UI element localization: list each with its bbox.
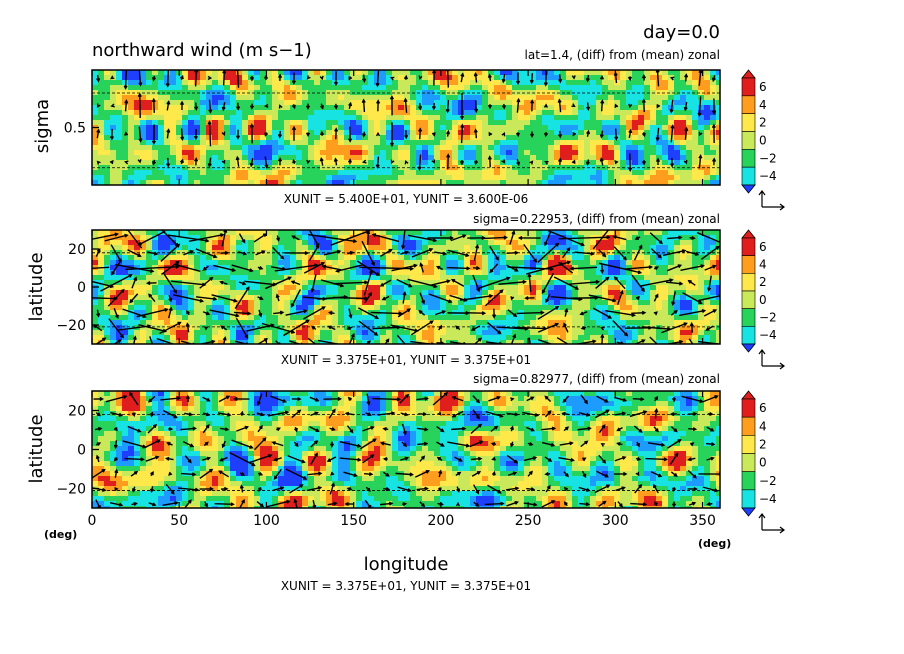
panel-middle-unit-line: XUNIT = 3.375E+01, YUNIT = 3.375E+01 — [281, 353, 531, 367]
colorbar-label: 2 — [759, 275, 767, 289]
colorbar-label: −4 — [759, 169, 777, 183]
xtick-label: 200 — [428, 513, 455, 529]
panel-top-field — [92, 70, 720, 185]
xtick-label: 300 — [602, 513, 629, 529]
colorbar-label: 6 — [759, 80, 767, 94]
colorbar-segment — [741, 435, 756, 454]
panel-middle-subtitle: sigma=0.22953, (diff) from (mean) zonal — [473, 212, 720, 226]
colorbar-segment — [741, 398, 756, 418]
colorbar-label: 4 — [759, 258, 767, 272]
panel-middle: 20 0 −20 — [56, 229, 721, 345]
panel-top-ylabel: sigma — [32, 99, 53, 153]
panel-bottom-field — [92, 391, 720, 508]
colorbar-segment — [741, 416, 756, 436]
day-label: day=0.0 — [643, 22, 720, 43]
ytick-label: −20 — [56, 318, 86, 334]
xtick-label: 250 — [515, 513, 542, 529]
ytick-label: 0.5 — [64, 121, 86, 137]
colorbar-label: −2 — [759, 151, 777, 165]
colorbar-label: −4 — [759, 492, 777, 506]
colorbar-segment — [741, 308, 756, 327]
xtick-label: 0 — [88, 513, 97, 529]
colorbar-label: 2 — [759, 116, 767, 130]
colorbar-label: 6 — [759, 240, 767, 254]
colorbar-segment — [741, 290, 756, 309]
x-axis-label: longitude — [364, 554, 449, 575]
colorbar-top-arrow — [741, 229, 756, 239]
colorbar-top-arrow — [741, 69, 756, 79]
ytick-label: 0 — [77, 280, 86, 296]
colorbar-segment — [741, 326, 756, 345]
ytick-label: 20 — [68, 242, 86, 258]
colorbar-label: −4 — [759, 328, 777, 342]
panel-bottom-ylabel: latitude — [26, 414, 47, 483]
x-unit-right: (deg) — [698, 537, 731, 550]
colorbar-segment — [741, 77, 756, 97]
vector-scale-glyph — [758, 349, 785, 370]
panel-top-subtitle: lat=1.4, (diff) from (mean) zonal — [525, 48, 720, 62]
ytick-label: 20 — [68, 404, 86, 420]
panel-middle-vectors — [92, 230, 720, 344]
colorbar-label: −2 — [759, 474, 777, 488]
xtick-label: 350 — [689, 513, 716, 529]
ytick-label: 0 — [77, 443, 86, 459]
figure-title: northward wind (m s−1) — [92, 40, 312, 61]
colorbar-bottom: 6 4 2 0 −2 −4 — [741, 390, 785, 534]
colorbar-top: 6 4 2 0 −2 −4 — [741, 69, 785, 211]
colorbar-middle: 6 4 2 0 −2 −4 — [741, 229, 785, 370]
colorbar-segment — [741, 273, 756, 292]
ytick-label: −20 — [56, 482, 86, 498]
colorbar-segment — [741, 489, 756, 509]
panel-top-unit-line: XUNIT = 5.400E+01, YUNIT = 3.600E-06 — [284, 192, 529, 206]
panel-top: 0.5 — [64, 69, 721, 186]
colorbar-segment — [741, 255, 756, 274]
colorbar-bottom-arrow — [741, 184, 756, 194]
colorbar-label: 4 — [759, 98, 767, 112]
colorbar-segment — [741, 149, 756, 168]
x-unit-left: (deg) — [44, 528, 77, 541]
colorbar-segment — [741, 95, 756, 114]
colorbar-segment — [741, 453, 756, 472]
panel-bottom-subtitle: sigma=0.82977, (diff) from (mean) zonal — [473, 372, 720, 386]
colorbar-label: 4 — [759, 419, 767, 433]
colorbar-segment — [741, 237, 756, 256]
colorbar-label: 0 — [759, 293, 767, 307]
colorbar-label: 6 — [759, 401, 767, 415]
vector-scale-glyph — [758, 190, 785, 211]
colorbar-segment — [741, 471, 756, 491]
colorbar-label: 0 — [759, 133, 767, 147]
colorbar-label: −2 — [759, 311, 777, 325]
panel-middle-ylabel: latitude — [26, 252, 47, 321]
panel-bottom-unit-line: XUNIT = 3.375E+01, YUNIT = 3.375E+01 — [281, 579, 531, 593]
panel-bottom: 200−200 50 100 150 200 250 300 350 — [56, 390, 721, 529]
colorbar-bottom-arrow — [741, 507, 756, 517]
colorbar-label: 0 — [759, 456, 767, 470]
colorbar-segment — [741, 166, 756, 186]
colorbar-bottom-arrow — [741, 343, 756, 353]
colorbar-segment — [741, 131, 756, 150]
colorbar-label: 2 — [759, 437, 767, 451]
xtick-label: 150 — [340, 513, 367, 529]
colorbar-segment — [741, 113, 756, 132]
vector-scale-glyph — [758, 513, 785, 534]
xtick-label: 50 — [170, 513, 188, 529]
xtick-label: 100 — [253, 513, 280, 529]
colorbar-top-arrow — [741, 390, 756, 400]
